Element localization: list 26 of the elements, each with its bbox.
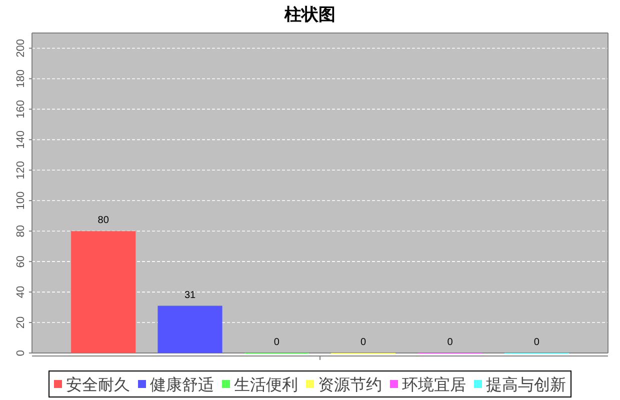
data-label: 0 xyxy=(534,337,540,348)
legend-label: 环境宜居 xyxy=(402,376,466,394)
data-label: 0 xyxy=(447,337,454,348)
legend-label: 资源节约 xyxy=(318,376,382,394)
y-tick-label: 0 xyxy=(15,350,27,356)
y-tick-label: 140 xyxy=(15,130,27,149)
data-label: 0 xyxy=(274,337,280,348)
y-tick-label: 100 xyxy=(15,191,27,210)
bar xyxy=(158,306,222,353)
data-label: 31 xyxy=(184,290,196,301)
legend-label: 生活便利 xyxy=(234,376,298,394)
legend-label: 安全耐久 xyxy=(66,376,130,394)
legend-label: 健康舒适 xyxy=(150,376,214,394)
y-tick-label: 120 xyxy=(15,160,27,180)
data-label: 0 xyxy=(360,337,367,348)
y-tick-label: 80 xyxy=(15,224,27,238)
y-tick-label: 200 xyxy=(15,39,27,58)
y-tick-label: 60 xyxy=(15,255,27,268)
chart-title: 柱状图 xyxy=(284,5,336,24)
y-tick-label: 20 xyxy=(15,316,27,329)
y-tick-label: 180 xyxy=(15,70,27,88)
legend-label: 提高与创新 xyxy=(486,376,566,394)
bar xyxy=(71,231,136,353)
data-label: 80 xyxy=(98,215,110,226)
y-tick-label: 160 xyxy=(15,100,27,118)
y-tick-label: 40 xyxy=(15,286,27,298)
